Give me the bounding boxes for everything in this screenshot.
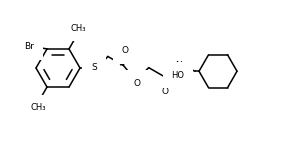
Text: S: S bbox=[91, 64, 97, 72]
Text: Br: Br bbox=[24, 42, 34, 51]
Text: CH₃: CH₃ bbox=[70, 24, 86, 33]
Text: O: O bbox=[161, 87, 168, 96]
Text: N: N bbox=[175, 61, 181, 70]
Text: CH₃: CH₃ bbox=[30, 103, 46, 112]
Text: O: O bbox=[133, 79, 140, 88]
Text: HO: HO bbox=[172, 71, 185, 80]
Text: O: O bbox=[122, 46, 129, 55]
